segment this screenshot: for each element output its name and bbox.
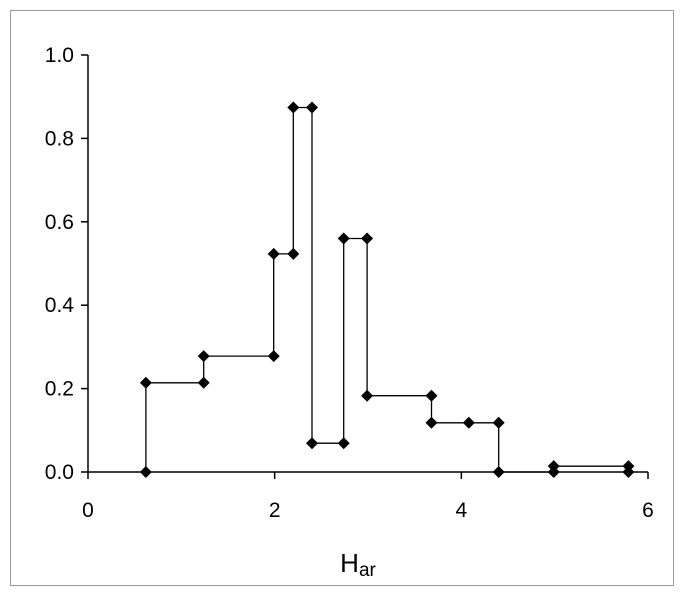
data-point-marker (197, 376, 210, 389)
data-point-marker (462, 416, 475, 429)
data-point-marker (306, 437, 318, 450)
y-tick-label: 0.6 (45, 211, 74, 234)
data-point-marker (425, 389, 438, 402)
data-point-marker (287, 247, 300, 260)
x-tick-label: 4 (455, 499, 467, 522)
data-point-marker (492, 416, 505, 429)
data-point-marker (361, 232, 374, 245)
data-point-marker (197, 350, 210, 363)
y-tick-label: 0.0 (45, 461, 74, 484)
data-point-marker (139, 376, 152, 389)
data-point-marker (267, 247, 280, 260)
y-ticks: 0.0 0.2 0.4 0.6 0.8 1.0 (45, 44, 88, 484)
x-ticks: 0 2 4 6 (82, 472, 654, 522)
x-axis-title-subscript: ar (359, 560, 377, 581)
axes (87, 55, 648, 473)
chart-frame (10, 10, 674, 586)
x-axis-title-main: H (340, 548, 359, 578)
series-line (145, 106, 630, 473)
data-point-marker (337, 232, 350, 245)
data-point-marker (139, 466, 152, 478)
data-point-marker (492, 466, 505, 478)
data-point-marker (361, 389, 374, 402)
data-point-marker (337, 437, 350, 450)
y-tick-label: 0.2 (45, 378, 74, 401)
y-tick-label: 1.0 (45, 44, 74, 67)
series-markers (139, 101, 635, 478)
x-tick-label: 6 (642, 499, 654, 522)
x-tick-label: 0 (82, 499, 94, 522)
data-point-marker (622, 466, 635, 478)
data-point-marker (267, 350, 280, 363)
data-point-marker (547, 460, 560, 473)
x-axis-title: Har (340, 548, 376, 581)
x-tick-label: 2 (269, 499, 281, 522)
data-point-marker (425, 416, 438, 429)
data-point-marker (306, 101, 318, 114)
data-point-marker (287, 101, 300, 114)
y-tick-label: 0.8 (45, 127, 74, 150)
y-tick-label: 0.4 (45, 294, 75, 317)
